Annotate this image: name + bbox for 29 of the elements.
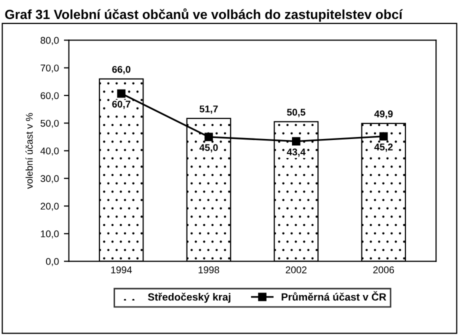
x-tick-label: 2002 [286, 266, 306, 274]
y-tick-label: 80,0 [40, 36, 59, 45]
data-label: 51,7 [200, 106, 218, 114]
x-tick-label: 1994 [111, 266, 132, 274]
y-tick-label: 10,0 [40, 230, 59, 238]
x-tick-label: 2006 [373, 266, 394, 274]
point [117, 89, 126, 98]
y-tick-label: 20,0 [40, 202, 59, 211]
y-tick-label: 50,0 [40, 120, 59, 128]
data-label: 43,4 [286, 148, 306, 157]
data-label: 45,2 [374, 144, 393, 152]
point [292, 137, 300, 146]
data-label: 66,0 [112, 66, 130, 74]
y-tick-label: 70,0 [40, 64, 59, 73]
data-label: 50,5 [287, 108, 306, 118]
y-tick-label: 0,0 [46, 258, 59, 266]
data-label: 60,7 [112, 100, 130, 109]
x-tick-label: 1998 [198, 266, 220, 274]
y-tick-label: 30,0 [40, 175, 59, 184]
point [379, 132, 388, 141]
chart-title: Graf 31 Volební účast občanů ve volbách do zastupitelstev obcí [5, 8, 403, 22]
data-label: 49,9 [374, 110, 393, 119]
legend-label: Průměrná účast v ČR [282, 291, 386, 301]
legend-label: Středočeský kraj [148, 292, 230, 303]
y-tick-label: 60,0 [40, 92, 59, 100]
point [204, 132, 213, 142]
y-tick-label: 40,0 [40, 147, 59, 156]
data-label: 45,0 [199, 144, 218, 152]
y-axis-title: volební účast v % [25, 112, 33, 189]
